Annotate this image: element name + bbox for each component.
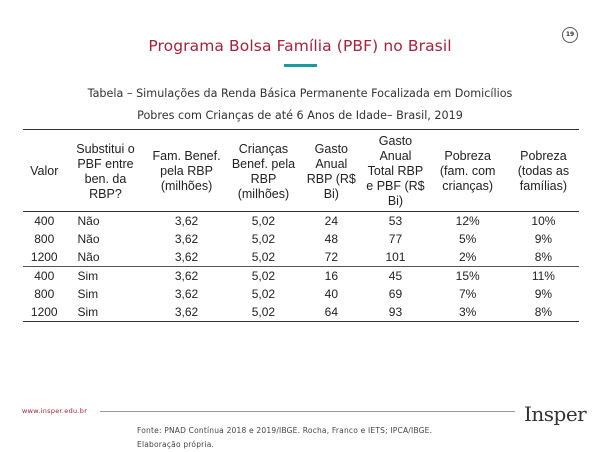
header-valor: Valor (30, 164, 59, 178)
title-accent-rule (284, 64, 317, 67)
cell-gasto-total: 69 (388, 287, 403, 301)
cell-pobreza-todas: 8% (507, 303, 579, 322)
cell-pobreza-criancas: 15% (455, 269, 480, 283)
cell-gasto-total: 101 (363, 248, 428, 267)
simulation-table-container: Valor Substitui o PBF entre ben. da RBP?… (23, 129, 579, 322)
cell-substitui: Não (77, 232, 100, 246)
cell-gasto-total: 45 (388, 269, 403, 283)
cell-familias: 3,62 (145, 303, 228, 322)
header-gasto-anual-total: Gasto Anual Total RBP e PBF (R$ Bi) (366, 134, 425, 208)
cell-substitui: Não (77, 214, 100, 228)
cell-substitui: Sim (77, 287, 99, 301)
insper-logo: Insper (524, 402, 587, 426)
header-gasto-anual-rbp: Gasto Anual RBP (R$ Bi) (306, 141, 356, 201)
cell-familias: 3,62 (174, 214, 199, 228)
cell-criancas: 5,02 (251, 287, 276, 301)
table-header: Valor Substitui o PBF entre ben. da RBP?… (23, 129, 579, 212)
cell-substitui: Não (65, 248, 146, 267)
cell-criancas: 5,02 (251, 232, 276, 246)
table-caption-line-1: Tabela – Simulações da Renda Básica Perm… (87, 87, 513, 100)
cell-pobreza-criancas: 5% (458, 232, 477, 246)
source-line-2: Elaboração própria. (137, 440, 215, 449)
table-row: 400 Não 3,62 5,02 24 53 12% 10% (23, 212, 579, 231)
table-caption-line-2: Pobres com Crianças de até 6 Anos de Ida… (137, 109, 463, 122)
cell-valor: 1200 (23, 248, 66, 267)
table-row: 1200 Não 3,62 5,02 72 101 2% 8% (23, 248, 579, 267)
page-number-badge: 19 (562, 27, 578, 43)
cell-valor: 1200 (23, 303, 66, 322)
cell-gasto-rbp: 64 (299, 303, 364, 322)
cell-gasto-total: 93 (363, 303, 428, 322)
table-row: 1200 Sim 3,62 5,02 64 93 3% 8% (23, 303, 579, 322)
cell-pobreza-todas: 8% (507, 248, 579, 267)
cell-pobreza-criancas: 7% (458, 287, 477, 301)
cell-gasto-rbp: 40 (324, 287, 338, 301)
cell-valor: 400 (34, 269, 55, 283)
cell-familias: 3,62 (174, 269, 199, 283)
cell-pobreza-todas: 9% (534, 232, 553, 246)
cell-pobreza-todas: 10% (531, 214, 556, 228)
cell-criancas: 5,02 (251, 269, 276, 283)
cell-gasto-rbp: 48 (324, 232, 338, 246)
header-criancas-beneficiadas: Crianças Benef. pela RBP (milhões) (231, 141, 296, 201)
table-row: 400 Sim 3,62 5,02 16 45 15% 11% (23, 267, 579, 286)
cell-valor: 400 (34, 214, 55, 228)
cell-gasto-total: 77 (388, 232, 403, 246)
cell-pobreza-criancas: 12% (455, 214, 480, 228)
cell-pobreza-todas: 11% (531, 269, 555, 283)
cell-pobreza-criancas: 3% (427, 303, 508, 322)
cell-substitui: Sim (77, 269, 99, 283)
cell-valor: 800 (34, 232, 55, 246)
slide-title: Programa Bolsa Família (PBF) no Brasil (148, 37, 452, 55)
header-pobreza-todas-familias: Pobreza (todas as famílias) (517, 149, 570, 193)
source-line-1: Fonte: PNAD Contínua 2018 e 2019/IBGE. R… (137, 426, 433, 435)
source-note: Fonte: PNAD Contínua 2018 e 2019/IBGE. R… (137, 424, 432, 452)
cell-criancas: 5,02 (227, 303, 300, 322)
cell-criancas: 5,02 (227, 248, 300, 267)
cell-substitui: Sim (65, 303, 146, 322)
cell-gasto-rbp: 72 (299, 248, 364, 267)
cell-criancas: 5,02 (251, 214, 276, 228)
simulation-table: Valor Substitui o PBF entre ben. da RBP?… (23, 129, 579, 322)
cell-gasto-rbp: 24 (324, 214, 338, 228)
cell-familias: 3,62 (174, 287, 199, 301)
cell-familias: 3,62 (174, 232, 199, 246)
table-row: 800 Sim 3,62 5,02 40 69 7% 9% (23, 285, 579, 303)
footer-divider (100, 411, 515, 412)
footer-url-link[interactable]: www.insper.edu.br (22, 407, 88, 415)
cell-pobreza-todas: 9% (534, 287, 553, 301)
header-row: Valor Substitui o PBF entre ben. da RBP?… (23, 129, 579, 212)
cell-familias: 3,62 (145, 248, 228, 267)
cell-valor: 800 (34, 287, 55, 301)
table-body: 400 Não 3,62 5,02 24 53 12% 10% 800 Não … (23, 212, 579, 322)
table-row: 800 Não 3,62 5,02 48 77 5% 9% (23, 230, 579, 248)
header-familias-beneficiadas: Fam. Benef. pela RBP (milhões) (152, 149, 221, 193)
cell-pobreza-criancas: 2% (427, 248, 508, 267)
cell-gasto-rbp: 16 (324, 269, 338, 283)
header-substitui-pbf: Substitui o PBF entre ben. da RBP? (76, 141, 135, 201)
cell-gasto-total: 53 (388, 214, 403, 228)
header-pobreza-familias-criancas: Pobreza (fam. com crianças) (439, 149, 496, 193)
